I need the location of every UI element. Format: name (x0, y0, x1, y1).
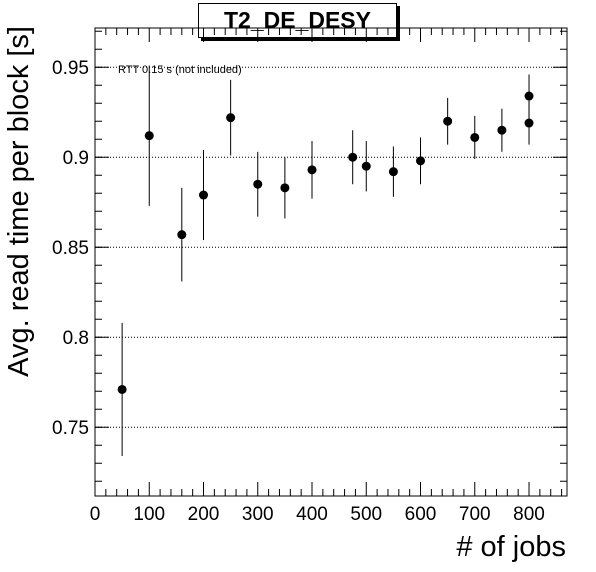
gridlines (95, 66, 567, 428)
data-point (348, 152, 358, 162)
y-axis-label: Avg. read time per block [s] (3, 26, 35, 377)
x-tick-label: 700 (459, 504, 491, 525)
x-tick-label: 300 (242, 504, 274, 525)
data-point (253, 179, 263, 189)
chart-title: T2_DE_DESY (198, 3, 397, 38)
y-tick-label: 0.9 (63, 148, 89, 169)
data-point (443, 116, 453, 126)
plot-frame (94, 27, 568, 497)
data-point (117, 384, 127, 394)
data-point (199, 190, 209, 200)
y-tick-label: 0.8 (63, 328, 89, 349)
data-point (280, 183, 290, 193)
x-axis-label: # of jobs (456, 531, 566, 563)
x-tick-label: 600 (405, 504, 437, 525)
tick-labels: 0.75 0.8 0.85 0.9 0.95 0 100 200 300 400 500 600 700… (52, 58, 545, 525)
x-tick-label: 400 (296, 504, 328, 525)
data-point (307, 165, 317, 175)
data-point (524, 118, 534, 128)
data-points (117, 65, 534, 457)
chart-title-text: T2_DE_DESY (223, 7, 371, 33)
data-point (361, 161, 371, 171)
data-point (388, 167, 398, 177)
y-tick-label: 0.95 (52, 58, 89, 79)
data-point (497, 125, 507, 135)
x-tick-label: 100 (133, 504, 165, 525)
data-point (226, 113, 236, 123)
x-tick-label: 800 (513, 504, 545, 525)
data-point (144, 131, 154, 141)
x-tick-label: 500 (350, 504, 382, 525)
y-tick-label: 0.85 (52, 238, 89, 259)
x-tick-label: 0 (90, 504, 101, 525)
data-point (416, 156, 426, 166)
rtt-annotation: RTT 0.15 s (not included) (118, 64, 242, 76)
data-point (177, 230, 187, 240)
y-tick-label: 0.75 (52, 418, 89, 439)
axis-ticks (94, 28, 567, 496)
data-point (470, 132, 480, 142)
x-tick-label: 200 (188, 504, 220, 525)
data-point (524, 91, 534, 101)
